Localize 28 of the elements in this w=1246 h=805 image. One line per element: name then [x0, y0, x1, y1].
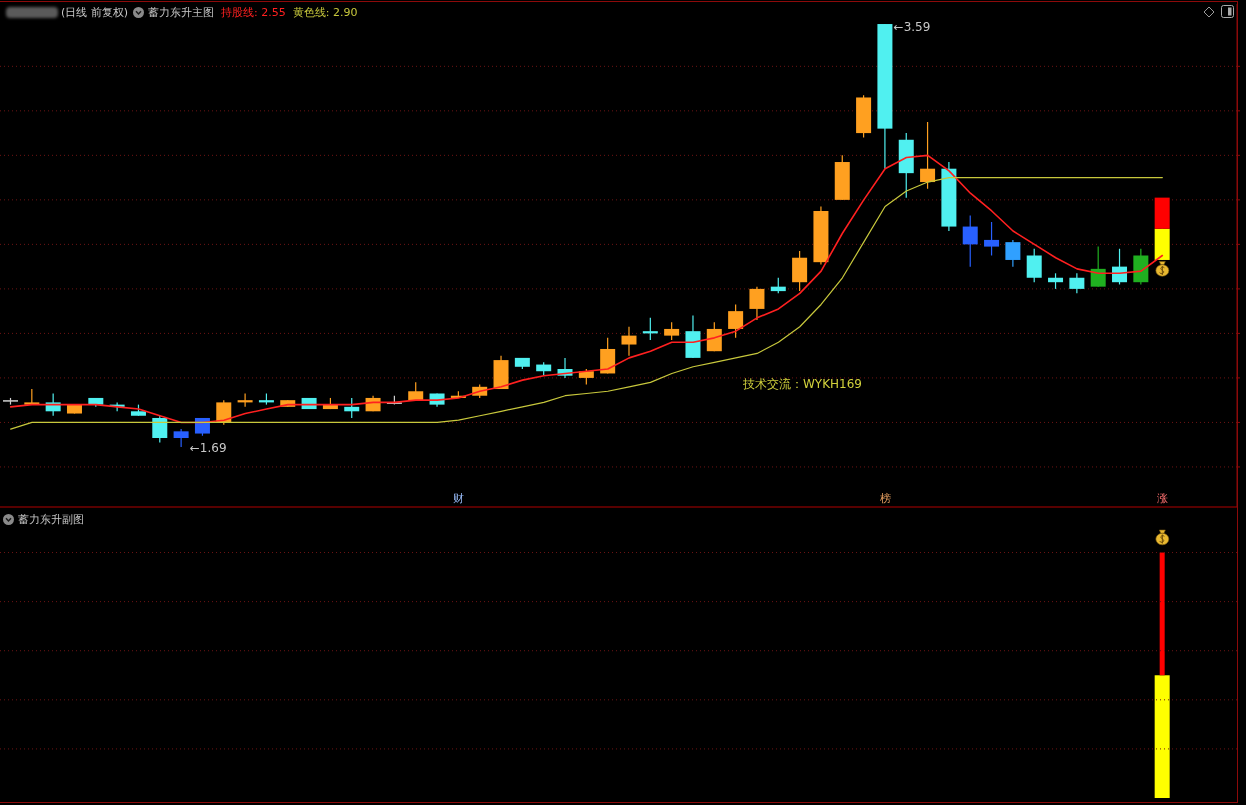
candlestick [642, 317, 658, 341]
annotation: 涨 [1156, 491, 1168, 505]
candlestick [152, 415, 168, 444]
candlestick [1069, 272, 1085, 294]
candlestick [173, 428, 189, 448]
annotation: 技术交流：WYKH169 [742, 377, 862, 391]
annotation: ←1.69 [189, 440, 227, 455]
annotation: ←3.59 [893, 20, 931, 35]
candlestick [216, 399, 232, 426]
candlestick [1005, 239, 1021, 268]
candlestick [1026, 248, 1042, 283]
candlestick [706, 321, 722, 352]
candlestick [749, 286, 765, 321]
annotation: 榜 [879, 491, 891, 505]
candlestick [728, 303, 744, 339]
text: 黄色线: 2.90 [292, 4, 358, 20]
chart-title: 蓄力东升副图 [18, 511, 84, 527]
chart-title: 蓄力东升主图 [148, 4, 215, 20]
candlestick [962, 214, 978, 268]
annotation: 财 [453, 491, 465, 505]
candlestick [237, 392, 253, 408]
candlestick [1090, 246, 1106, 288]
candlestick [621, 326, 637, 357]
candlestick [984, 221, 1000, 257]
candlestick [344, 397, 360, 419]
candlestick [920, 121, 936, 190]
chart-subtitle: (日线 前复权) [61, 4, 129, 20]
text: 持股线: 2.55 [221, 4, 286, 20]
